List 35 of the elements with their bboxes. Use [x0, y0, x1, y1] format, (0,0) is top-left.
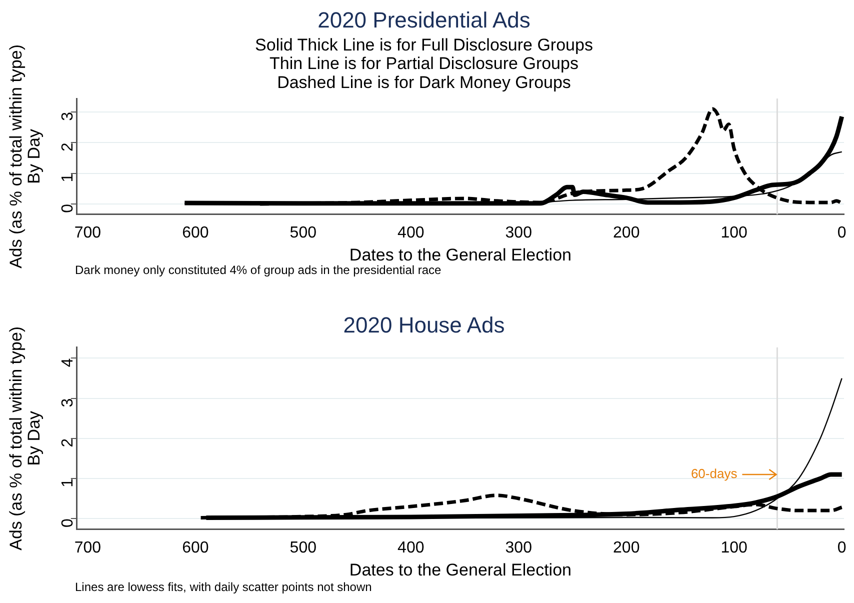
- x-tick-label: 200: [613, 224, 640, 242]
- y-tick-label: 1: [59, 478, 76, 488]
- annotation: 60-days: [690, 466, 738, 482]
- chart-subtitle: Solid Thick Line is for Full Disclosure Groups Thin Line is for Partial Disclosure Groups Dashed Line is for Dark Money Groups: [255, 35, 593, 92]
- chart-title: 2020 House Ads: [343, 312, 505, 338]
- x-tick-label: 400: [398, 539, 424, 556]
- text: Dark money only constituted 4% of group ads in the presidential race: [75, 263, 442, 277]
- x-tick-label: 700: [74, 224, 102, 242]
- y-tick-label: 2: [59, 142, 76, 152]
- x-tick-label: 500: [290, 539, 317, 556]
- x-tick-label: 200: [613, 539, 640, 556]
- x-tick-label: 0: [837, 539, 846, 556]
- x-tick-label: 600: [182, 539, 209, 556]
- y-tick-label: 3: [59, 112, 76, 121]
- x-tick-label: 0: [837, 224, 846, 242]
- x-tick-label: 600: [182, 224, 209, 242]
- x-tick-label: 700: [74, 539, 102, 556]
- x-axis-title: Dates to the General Election: [349, 245, 572, 264]
- y-tick-label: 0: [59, 518, 76, 528]
- x-tick-label: 100: [720, 224, 748, 242]
- x-tick-label: 300: [505, 224, 532, 242]
- x-tick-label: 100: [720, 539, 748, 556]
- y-tick-label: 1: [59, 173, 76, 182]
- y-tick-label: 2: [59, 438, 76, 448]
- y-tick-label: 4: [59, 358, 76, 368]
- text: Lines are lowess fits, with daily scatter points not shown: [75, 580, 372, 594]
- x-tick-label: 400: [398, 224, 424, 242]
- x-tick-label: 500: [290, 224, 317, 242]
- y-axis-title: Ads (as % of total within type) By Day: [6, 326, 44, 550]
- y-tick-label: 3: [59, 398, 76, 408]
- y-tick-label: 0: [59, 204, 76, 213]
- x-tick-label: 300: [505, 539, 532, 556]
- chart-title: 2020 Presidential Ads: [318, 7, 530, 32]
- x-axis-title: Dates to the General Election: [349, 560, 572, 580]
- y-axis-title: Ads (as % of total within type) By Day: [6, 44, 44, 268]
